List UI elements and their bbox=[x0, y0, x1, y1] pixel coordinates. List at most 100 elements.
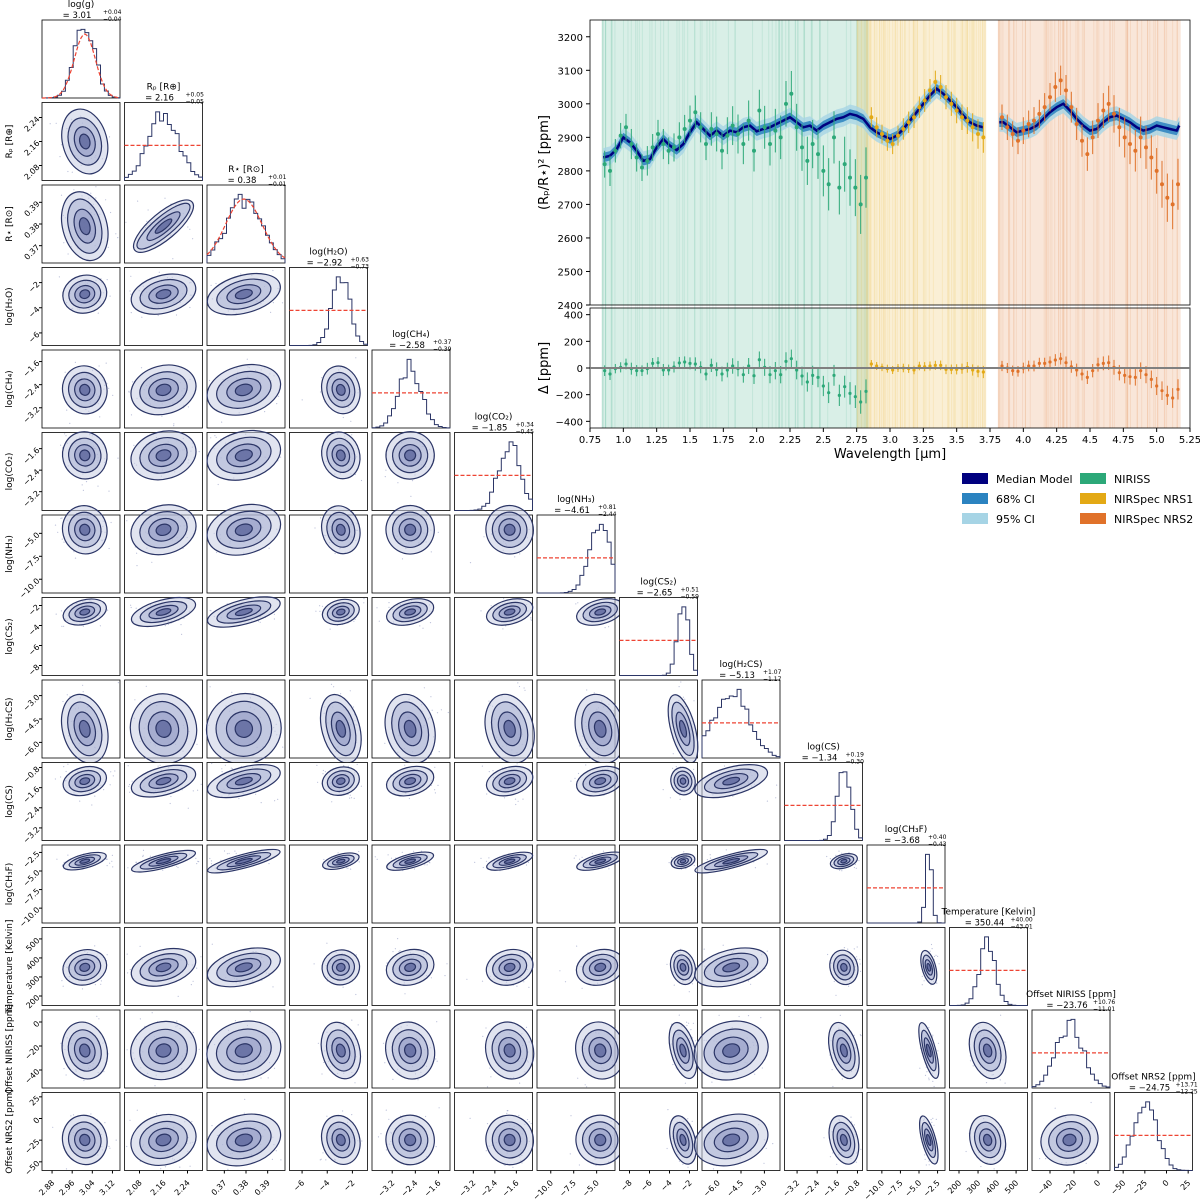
data-point bbox=[741, 142, 746, 147]
y-tick-label: 0 bbox=[32, 1019, 42, 1029]
sample-point bbox=[581, 856, 583, 858]
sample-point bbox=[385, 1149, 387, 1151]
sample-point bbox=[325, 1159, 327, 1161]
sample-point bbox=[928, 1160, 930, 1162]
sample-point bbox=[106, 279, 108, 281]
sample-point bbox=[108, 387, 110, 389]
sample-point bbox=[320, 1158, 322, 1160]
sample-point bbox=[73, 189, 75, 191]
sample-point bbox=[576, 945, 578, 947]
sample-point bbox=[404, 764, 406, 766]
param-err-plus-4: +0.37 bbox=[433, 339, 452, 346]
sample-point bbox=[847, 948, 849, 950]
sample-point bbox=[211, 943, 213, 945]
sample-point bbox=[831, 1069, 833, 1071]
sample-point bbox=[321, 1073, 323, 1075]
sample-point bbox=[106, 858, 108, 860]
corner-panel-12-11 bbox=[949, 1009, 1028, 1089]
sample-point bbox=[684, 698, 686, 700]
corner-panel-7-6 bbox=[536, 597, 625, 676]
sample-point bbox=[61, 980, 63, 982]
y-tick-label: −10.0 bbox=[18, 905, 42, 929]
sample-point bbox=[322, 773, 324, 775]
sample-point bbox=[136, 1109, 138, 1111]
corner-panel-2-0: 0.370.380.39R⋆ [R⊙] bbox=[5, 184, 121, 264]
sample-point bbox=[59, 156, 61, 158]
sample-point bbox=[1004, 1082, 1006, 1084]
param-title-8: log(H₂CS) bbox=[719, 660, 762, 670]
sample-point bbox=[115, 1139, 117, 1141]
sample-point bbox=[99, 625, 101, 627]
sample-point bbox=[56, 858, 58, 860]
sample-point bbox=[104, 1122, 106, 1124]
sample-point bbox=[832, 1085, 834, 1088]
data-point bbox=[634, 155, 639, 160]
sample-point bbox=[446, 963, 448, 965]
param-err-minus-11: −43.01 bbox=[1011, 924, 1033, 931]
sample-point bbox=[575, 855, 577, 857]
y-tick-label: −10.0 bbox=[18, 576, 42, 600]
data-point bbox=[629, 142, 634, 147]
sample-point bbox=[268, 863, 270, 865]
corner-panel-11-7 bbox=[619, 927, 698, 1006]
param-title-9: log(CS) bbox=[807, 743, 840, 753]
x-tick-label: −2 bbox=[679, 1178, 694, 1193]
corner-panel-6-3 bbox=[289, 505, 368, 594]
corner-panel-4-1 bbox=[124, 349, 203, 429]
sample-point bbox=[274, 800, 276, 802]
sample-point bbox=[521, 1162, 523, 1164]
sample-point bbox=[732, 795, 734, 797]
x-tick-label: −2.5 bbox=[922, 1178, 942, 1198]
sample-point bbox=[154, 1085, 156, 1087]
sample-point bbox=[485, 1150, 487, 1152]
sample-point bbox=[351, 1114, 353, 1116]
sample-point bbox=[351, 1019, 353, 1021]
sample-point bbox=[350, 797, 353, 799]
corner-panel-10-4 bbox=[371, 844, 451, 924]
param-value-1: = 2.16 bbox=[145, 94, 174, 104]
sample-point bbox=[673, 984, 675, 986]
sample-point bbox=[227, 1168, 229, 1170]
corner-panel-12-8 bbox=[693, 1009, 781, 1089]
sample-point bbox=[282, 746, 284, 748]
corner-panel-7-2 bbox=[206, 596, 286, 676]
data-point bbox=[842, 162, 847, 167]
corner-panel-11-2 bbox=[206, 927, 286, 1006]
sample-point bbox=[516, 985, 518, 987]
sample-point bbox=[317, 1042, 319, 1044]
corner-panel-9-8 bbox=[694, 762, 781, 841]
sample-point bbox=[147, 209, 149, 211]
sample-point bbox=[480, 610, 482, 612]
sample-point bbox=[608, 868, 610, 870]
sample-point bbox=[692, 1022, 695, 1024]
sample-point bbox=[488, 700, 490, 702]
x-tick-label: 0.38 bbox=[231, 1178, 250, 1197]
sample-point bbox=[361, 1140, 363, 1142]
x-tick-label: −2.4 bbox=[801, 1178, 821, 1198]
sample-point bbox=[703, 948, 705, 950]
sample-point bbox=[390, 857, 393, 859]
sample-point bbox=[142, 854, 144, 856]
sample-point bbox=[139, 945, 141, 948]
contour-level-3 bbox=[234, 449, 253, 462]
sample-point bbox=[126, 1049, 128, 1051]
param-value-13: = −24.75 bbox=[1129, 1084, 1170, 1094]
sample-point bbox=[67, 253, 69, 255]
corner-panel-8-8: log(H₂CS)= −5.13 +1.07−1.17 bbox=[701, 660, 782, 759]
sample-point bbox=[106, 954, 108, 956]
x-tick-label: −6 bbox=[639, 1178, 654, 1193]
corner-panel-12-1 bbox=[124, 1009, 203, 1089]
y-tick-label: −7.5 bbox=[21, 553, 41, 573]
sample-point bbox=[504, 1164, 506, 1166]
sample-point bbox=[54, 778, 57, 780]
sample-point bbox=[928, 1164, 930, 1166]
sample-point bbox=[126, 520, 128, 522]
sample-point bbox=[162, 869, 164, 871]
sample-point bbox=[993, 1168, 995, 1170]
sample-point bbox=[134, 699, 136, 701]
data-point bbox=[880, 132, 884, 136]
y-tick-label: −3.2 bbox=[21, 489, 41, 509]
y-tick-label: −6 bbox=[27, 643, 42, 658]
